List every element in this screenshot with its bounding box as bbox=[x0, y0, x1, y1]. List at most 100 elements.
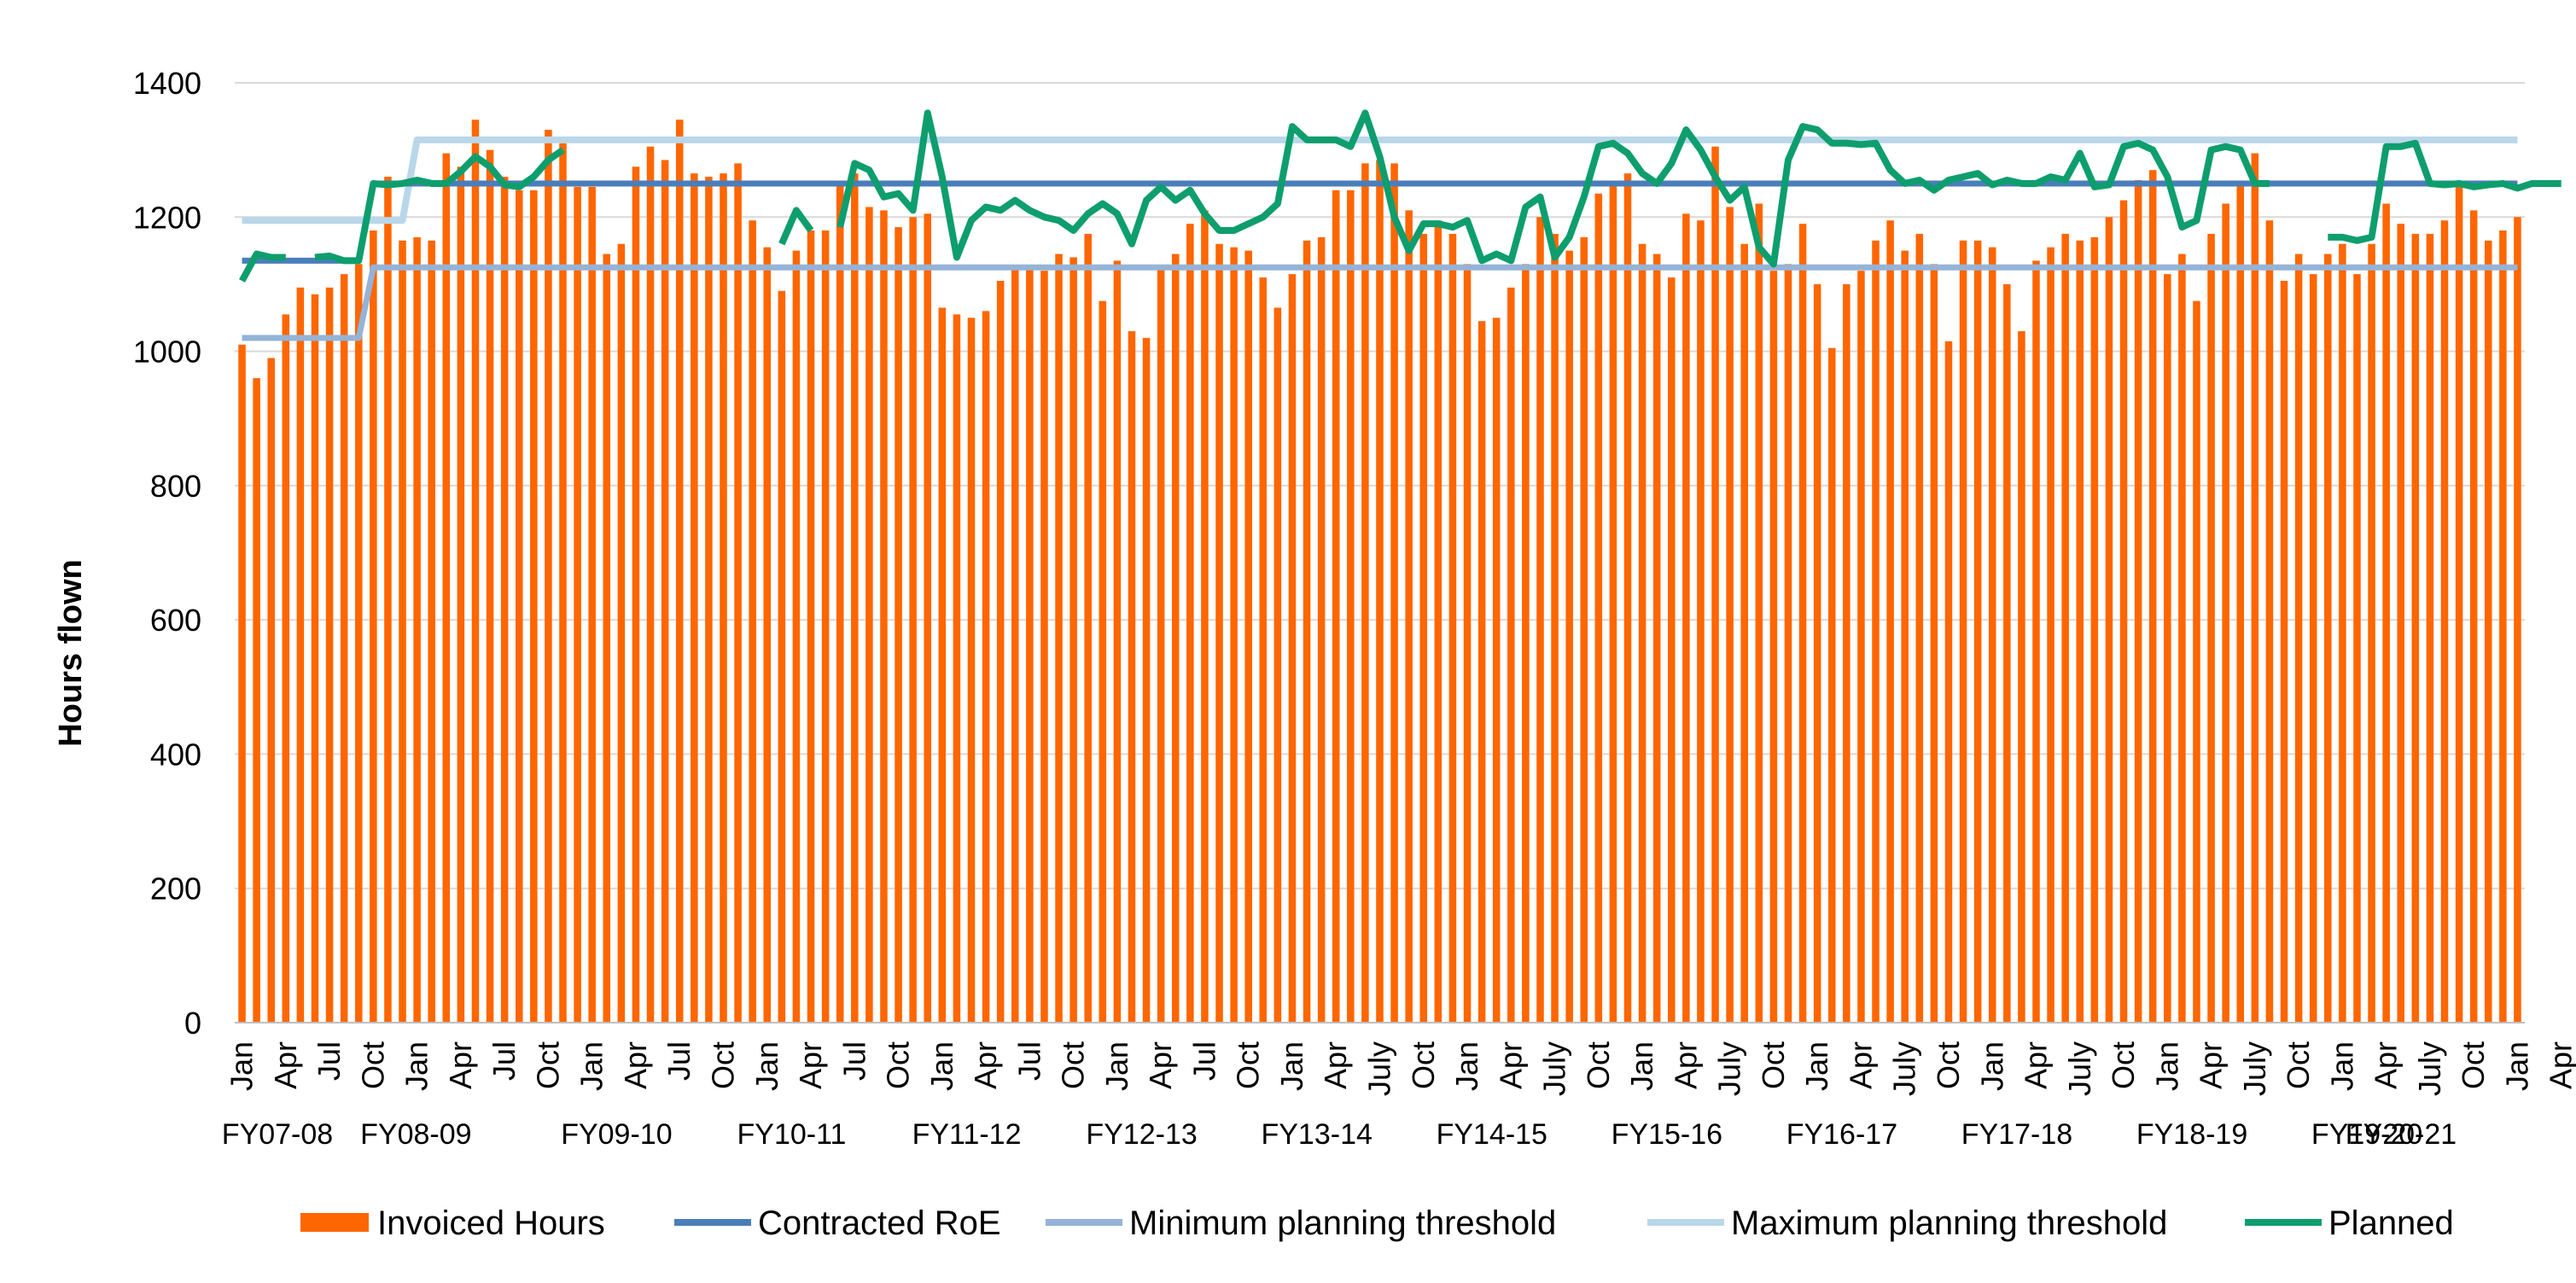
bar-invoiced-hours-119 bbox=[1973, 240, 1982, 1023]
x-tick-label: Oct bbox=[2281, 1041, 2316, 1089]
x-tick-labels: Jan Apr Jul Oct Jan Apr Jul Oct Jan Apr Jul Oct Jan A… bbox=[224, 1041, 2576, 1096]
x-tick-label: Apr bbox=[1318, 1041, 1353, 1089]
x-tick-label: July bbox=[2062, 1041, 2097, 1096]
bar-invoiced-hours-61 bbox=[1128, 330, 1136, 1023]
bar-invoiced-hours-63 bbox=[1157, 267, 1165, 1023]
bar-invoiced-hours-23 bbox=[574, 186, 581, 1023]
bar-invoiced-hours-4 bbox=[296, 287, 305, 1023]
bar-invoiced-hours-113 bbox=[1886, 220, 1894, 1023]
x-tick-label: Jul bbox=[1186, 1041, 1221, 1081]
bar-invoiced-hours-99 bbox=[1682, 213, 1690, 1023]
bar-invoiced-hours-38 bbox=[792, 250, 801, 1023]
bar-invoiced-hours-77 bbox=[1361, 163, 1369, 1023]
x-tick-label: Jan bbox=[924, 1041, 959, 1091]
bar-invoiced-hours-104 bbox=[1755, 203, 1763, 1023]
bar-invoiced-hours-108 bbox=[1813, 283, 1821, 1023]
x-tick-label: Jan bbox=[2149, 1041, 2184, 1091]
x-tick-label: July bbox=[1712, 1041, 1747, 1096]
bar-invoiced-hours-60 bbox=[1113, 260, 1122, 1023]
x-tick-label: July bbox=[2237, 1041, 2272, 1096]
bar-invoiced-hours-143 bbox=[2324, 254, 2332, 1023]
bar-invoiced-hours-5 bbox=[311, 294, 319, 1023]
bar-invoiced-hours-138 bbox=[2251, 153, 2259, 1023]
bar-invoiced-hours-58 bbox=[1084, 233, 1092, 1023]
x-tick-label: July bbox=[1887, 1041, 1922, 1096]
bar-invoiced-hours-91 bbox=[1565, 250, 1573, 1023]
bar-invoiced-hours-48 bbox=[938, 307, 947, 1023]
bar-invoiced-hours-73 bbox=[1303, 240, 1311, 1023]
bar-invoiced-hours-8 bbox=[354, 264, 363, 1023]
bar-invoiced-hours-107 bbox=[1798, 224, 1807, 1023]
x-tick-label: Oct bbox=[1056, 1041, 1091, 1089]
bar-invoiced-hours-52 bbox=[996, 281, 1005, 1023]
bar-invoiced-hours-124 bbox=[2047, 247, 2054, 1023]
x-tick-label: Jul bbox=[1011, 1041, 1046, 1081]
y-tick-label: 800 bbox=[150, 469, 201, 504]
x-tick-label: Jul bbox=[312, 1041, 347, 1081]
bar-invoiced-hours-76 bbox=[1347, 190, 1355, 1023]
x-tick-label: Oct bbox=[1581, 1041, 1616, 1089]
line-contracted-roe bbox=[242, 180, 2518, 264]
bar-invoiced-hours-1 bbox=[253, 378, 260, 1023]
x-tick-label: Jan bbox=[1274, 1041, 1309, 1091]
y-axis-title: Hours flown bbox=[53, 559, 89, 747]
fy-label: FY20-21 bbox=[2346, 1118, 2457, 1151]
bar-invoiced-hours-126 bbox=[2076, 240, 2084, 1023]
bar-invoiced-hours-137 bbox=[2236, 183, 2245, 1023]
bar-invoiced-hours-14 bbox=[442, 153, 451, 1023]
bar-invoiced-hours-142 bbox=[2309, 274, 2317, 1023]
bar-invoiced-hours-156 bbox=[2514, 217, 2521, 1023]
bar-invoiced-hours-0 bbox=[238, 344, 246, 1023]
y-tick-label: 400 bbox=[150, 737, 201, 772]
bar-invoiced-hours-19 bbox=[515, 190, 523, 1023]
bar-invoiced-hours-67 bbox=[1215, 243, 1223, 1023]
fy-label: FY13-14 bbox=[1261, 1118, 1372, 1151]
x-tick-label: Jan bbox=[749, 1041, 784, 1091]
bar-invoiced-hours-54 bbox=[1026, 267, 1034, 1023]
bar-invoiced-hours-13 bbox=[428, 240, 435, 1023]
bar-invoiced-hours-74 bbox=[1317, 236, 1326, 1023]
fy-label: FY19-20 bbox=[2311, 1118, 2422, 1151]
bar-invoiced-hours-100 bbox=[1697, 220, 1705, 1023]
bar-invoiced-hours-34 bbox=[734, 163, 742, 1023]
x-tick-label: Jan bbox=[224, 1041, 259, 1091]
bar-invoiced-hours-96 bbox=[1638, 243, 1646, 1023]
line-minimum-planning-threshold bbox=[242, 264, 2518, 341]
bar-invoiced-hours-27 bbox=[632, 166, 640, 1023]
bar-invoiced-hours-121 bbox=[2003, 283, 2011, 1023]
bar-invoiced-hours-93 bbox=[1594, 193, 1603, 1023]
x-tick-label: July bbox=[1537, 1041, 1572, 1096]
bar-invoiced-hours-90 bbox=[1551, 233, 1559, 1023]
series-lines bbox=[239, 109, 2561, 341]
bar-invoiced-hours-43 bbox=[865, 207, 873, 1023]
bar-invoiced-hours-46 bbox=[909, 217, 917, 1023]
legend-label: Maximum planning threshold bbox=[1731, 1204, 2167, 1242]
bar-invoiced-hours-105 bbox=[1769, 271, 1778, 1023]
x-tick-label: Jan bbox=[2324, 1041, 2359, 1091]
bar-invoiced-hours-56 bbox=[1055, 254, 1063, 1023]
bar-invoiced-hours-36 bbox=[763, 247, 772, 1023]
bar-invoiced-hours-24 bbox=[588, 186, 596, 1023]
bar-invoiced-hours-50 bbox=[967, 318, 976, 1023]
x-tick-label: Jul bbox=[661, 1041, 696, 1081]
bar-invoiced-hours-31 bbox=[691, 173, 698, 1023]
bar-invoiced-hours-84 bbox=[1463, 264, 1472, 1023]
bar-invoiced-hours-41 bbox=[836, 183, 844, 1023]
bar-invoiced-hours-130 bbox=[2134, 180, 2142, 1023]
bar-invoiced-hours-64 bbox=[1171, 254, 1180, 1023]
x-tick-label: Apr bbox=[2369, 1041, 2404, 1089]
bar-invoiced-hours-97 bbox=[1652, 254, 1661, 1023]
legend: Invoiced Hours Contracted RoE Minimum plan… bbox=[300, 1204, 2454, 1242]
bar-invoiced-hours-106 bbox=[1784, 264, 1792, 1023]
x-tick-label: Jul bbox=[487, 1041, 522, 1081]
x-tick-label: Apr bbox=[1493, 1041, 1528, 1089]
fy-label: FY11-12 bbox=[912, 1118, 1022, 1151]
x-tick-label: Jul bbox=[836, 1041, 871, 1081]
x-tick-label: Apr bbox=[1843, 1041, 1878, 1089]
bar-invoiced-hours-55 bbox=[1040, 271, 1048, 1023]
bar-invoiced-hours-79 bbox=[1390, 163, 1398, 1023]
bar-invoiced-hours-144 bbox=[2339, 243, 2346, 1023]
x-tick-label: Jan bbox=[1974, 1041, 2009, 1091]
bar-invoiced-hours-94 bbox=[1609, 183, 1617, 1023]
